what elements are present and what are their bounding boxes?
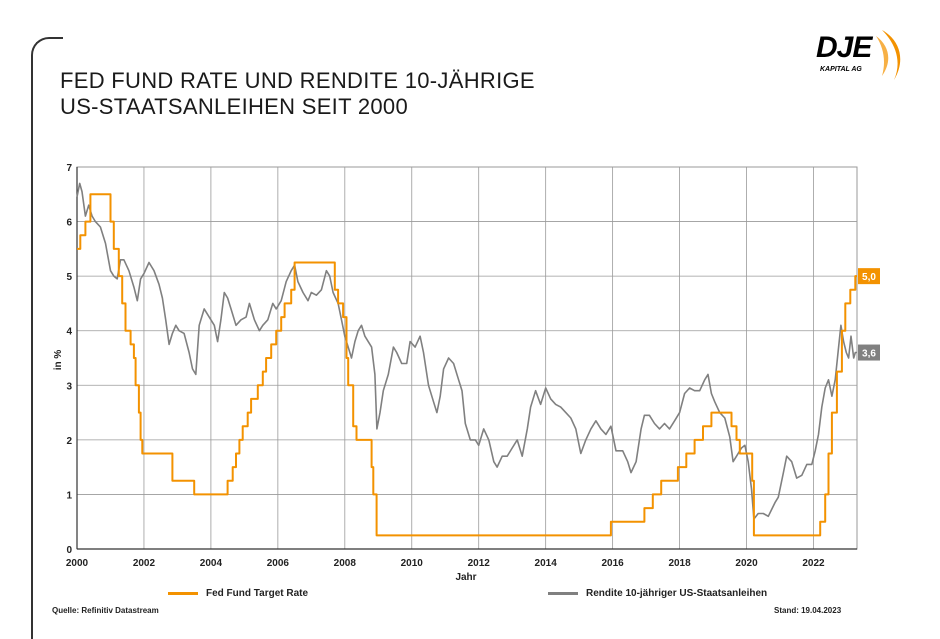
fed-fund-series-line (77, 193, 857, 537)
x-tick-label: 2006 (267, 558, 290, 569)
y-tick-label: 6 (66, 218, 72, 229)
y-tick-label: 2 (66, 436, 72, 447)
x-tick-label: 2022 (802, 558, 825, 569)
legend-label-fed: Fed Fund Target Rate (206, 588, 309, 599)
x-axis-label: Jahr (455, 572, 476, 583)
logo-text: DJE (816, 31, 872, 64)
end-label-text: 3,6 (862, 349, 876, 360)
legend-fed-fund: Fed Fund Target Rate (168, 588, 308, 599)
axis-layer: 0 1 2 3 4 5 6 7 2000 2002 2004 2006 2008 2010 2012 2014… (66, 163, 857, 569)
y-axis-label: in % (53, 350, 64, 371)
x-tick-label: 2004 (200, 558, 223, 569)
series-layer (76, 182, 857, 537)
title-line-2: US-STAATSANLEIHEN SEIT 2000 (60, 94, 408, 119)
bond-yield-series-line (76, 182, 857, 520)
end-label-box (858, 268, 880, 285)
end-label-box (858, 344, 880, 361)
logo-subtitle: KAPITAL AG (820, 66, 862, 73)
frame-corner (31, 37, 63, 639)
sail-icon (876, 30, 901, 80)
x-tick-label: 2016 (601, 558, 624, 569)
legend-label-bond: Rendite 10-jähriger US-Staatsanleihen (586, 588, 768, 599)
x-tick-label: 2000 (66, 558, 89, 569)
fed-end-label: 5,0 (858, 268, 880, 285)
x-tick-label: 2018 (668, 558, 691, 569)
y-tick-label: 7 (66, 163, 72, 174)
page-title: FED FUND RATE UND RENDITE 10-JÄHRIGE US-… (60, 68, 535, 120)
y-tick-label: 1 (66, 490, 72, 501)
legend-bond-yield: Rendite 10-jähriger US-Staatsanleihen (548, 588, 767, 599)
y-tick-label: 5 (66, 272, 72, 283)
date-note: Stand: 19.04.2023 (774, 606, 842, 615)
x-tick-label: 2010 (401, 558, 424, 569)
bond-end-label: 3,6 (858, 344, 880, 361)
x-tick-label: 2012 (468, 558, 491, 569)
x-tick-label: 2008 (334, 558, 357, 569)
source-note: Quelle: Refinitiv Datastream (52, 606, 159, 615)
x-tick-label: 2014 (535, 558, 558, 569)
end-label-text: 5,0 (862, 272, 876, 283)
legend-swatch-bond (548, 592, 578, 595)
y-tick-label: 3 (66, 381, 72, 392)
y-tick-label: 4 (66, 327, 72, 338)
dje-logo: DJE KAPITAL AG (812, 26, 910, 82)
y-tick-label: 0 (66, 545, 72, 556)
end-label-layer: 5,0 3,6 (858, 268, 880, 361)
x-tick-label: 2020 (735, 558, 758, 569)
title-line-1: FED FUND RATE UND RENDITE 10-JÄHRIGE (60, 68, 535, 93)
x-tick-label: 2002 (133, 558, 156, 569)
legend-swatch-fed (168, 592, 198, 595)
